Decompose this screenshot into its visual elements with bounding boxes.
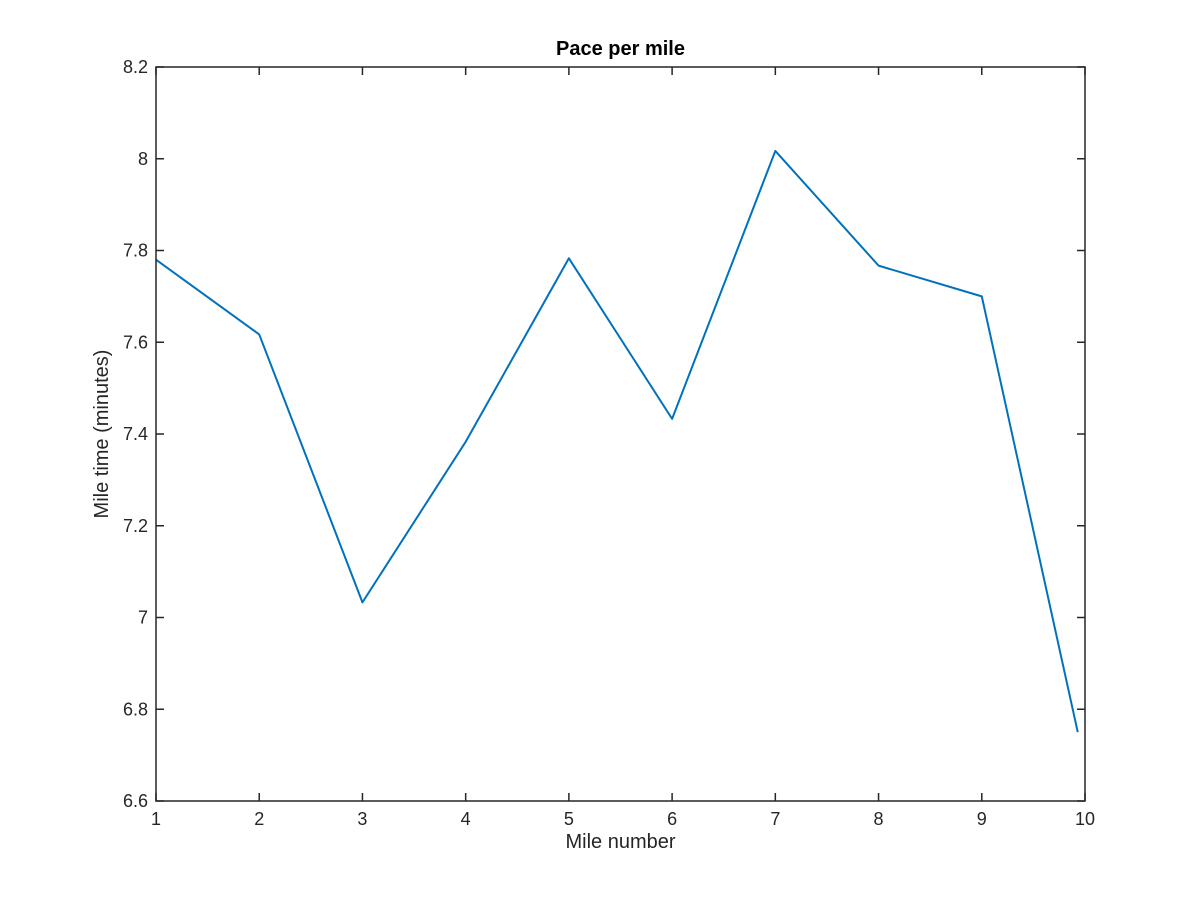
plot-frame [155,66,1086,802]
plot-area [156,67,1085,801]
x-tick-label: 1 [151,809,161,829]
x-tick-labels: 1 2 3 4 5 6 7 8 9 10 [151,809,1095,829]
series-lines [155,149,1079,733]
x-tick-label: 4 [461,809,471,829]
y-tick-label: 7.8 [123,241,148,261]
x-tick-label: 2 [254,809,264,829]
y-tick-label: 8 [138,149,148,169]
series-line-0 [155,149,1079,733]
x-tick-label: 9 [977,809,987,829]
x-tick-label: 5 [564,809,574,829]
chart-title: Pace per mile [556,38,685,60]
y-tick-label: 7.6 [123,332,148,352]
y-tick-labels: 6.6 6.8 7 7.2 7.4 7.6 7.8 8 8.2 [123,57,148,811]
y-tick-label: 7.4 [123,424,148,444]
y-tick-label: 7.2 [123,516,148,536]
x-tick-label: 8 [874,809,884,829]
y-tick-label: 8.2 [123,57,148,77]
x-tick-label: 10 [1075,809,1095,829]
y-tick-label: 6.6 [123,791,148,811]
y-tick-label: 7 [138,608,148,628]
x-axis-title: Mile number [565,831,675,853]
x-tick-label: 3 [357,809,367,829]
x-tick-label: 7 [770,809,780,829]
y-tick-label: 6.8 [123,699,148,719]
y-axis-title: Mile time (minutes) [91,350,113,519]
x-tick-label: 6 [667,809,677,829]
